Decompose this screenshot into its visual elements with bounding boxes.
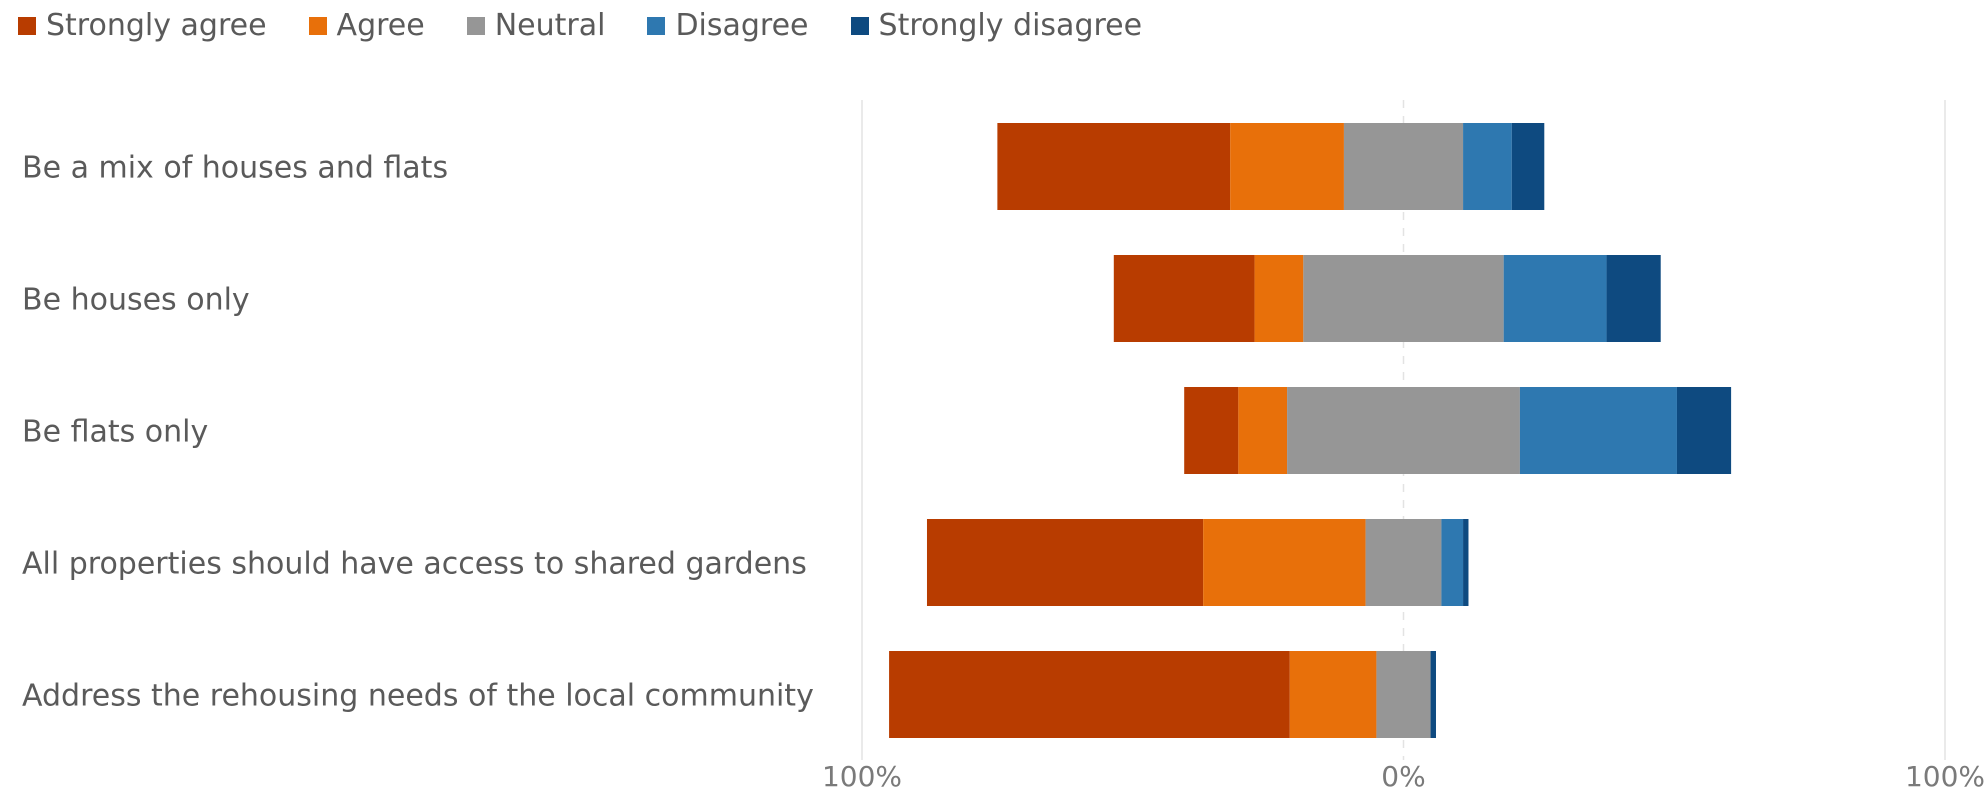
bar-strongly-disagree: [1676, 387, 1732, 474]
bar-strongly-agree: [997, 123, 1231, 210]
bar-agree: [1238, 387, 1288, 474]
bar-neutral: [1287, 387, 1520, 474]
legend-item-neutral: Neutral: [466, 8, 606, 43]
category-labels: Be a mix of houses and flats Be houses on…: [22, 151, 814, 714]
legend-item-strongly-agree: Strongly agree: [18, 8, 267, 43]
legend: Strongly agree Agree Neutral Disagree St…: [18, 8, 1184, 43]
category-label: Be houses only: [22, 283, 250, 318]
legend-label: Neutral: [494, 8, 606, 43]
bar-disagree: [1519, 387, 1677, 474]
x-tick-label: 100%: [1905, 760, 1985, 791]
category-label: Be a mix of houses and flats: [22, 151, 448, 186]
bar-strongly-agree: [926, 519, 1204, 606]
x-tick-label: 100%: [822, 760, 902, 791]
legend-swatch: [18, 16, 36, 35]
legend-item-agree: Agree: [308, 8, 425, 43]
bar-agree: [1203, 519, 1366, 606]
x-tick-label: 0%: [1381, 760, 1425, 791]
bar-neutral: [1365, 519, 1442, 606]
legend-label: Agree: [336, 8, 425, 43]
legend-item-disagree: Disagree: [647, 8, 809, 43]
legend-label: Strongly agree: [46, 8, 267, 43]
bar-agree: [1254, 255, 1304, 342]
bar-strongly-agree: [1113, 255, 1255, 342]
bar-strongly-disagree: [1606, 255, 1661, 342]
bar-neutral: [1303, 255, 1504, 342]
bar-agree: [1230, 123, 1344, 210]
legend-swatch: [850, 16, 869, 35]
legend-swatch: [466, 16, 485, 35]
category-label: Be flats only: [22, 415, 208, 450]
bar-strongly-disagree: [1511, 123, 1545, 210]
bar-neutral: [1343, 123, 1464, 210]
category-label: Address the rehousing needs of the local…: [22, 679, 814, 714]
bar-strongly-agree: [889, 651, 1290, 738]
bars: [889, 123, 1732, 738]
legend-swatch: [308, 16, 327, 35]
bar-disagree: [1441, 519, 1464, 606]
bar-strongly-disagree: [1430, 651, 1436, 738]
bar-neutral: [1376, 651, 1431, 738]
bar-agree: [1289, 651, 1377, 738]
bar-disagree: [1463, 123, 1512, 210]
legend-label: Strongly disagree: [878, 8, 1143, 43]
bar-disagree: [1503, 255, 1607, 342]
bar-strongly-disagree: [1463, 519, 1469, 606]
legend-swatch: [647, 16, 666, 35]
x-axis-tick-labels: 100% 0% 100%: [822, 760, 1985, 791]
bar-strongly-agree: [1184, 387, 1239, 474]
legend-item-strongly-disagree: Strongly disagree: [850, 8, 1143, 43]
gridlines: [861, 100, 1946, 760]
category-label: All properties should have access to sha…: [22, 547, 807, 582]
legend-label: Disagree: [675, 8, 809, 43]
